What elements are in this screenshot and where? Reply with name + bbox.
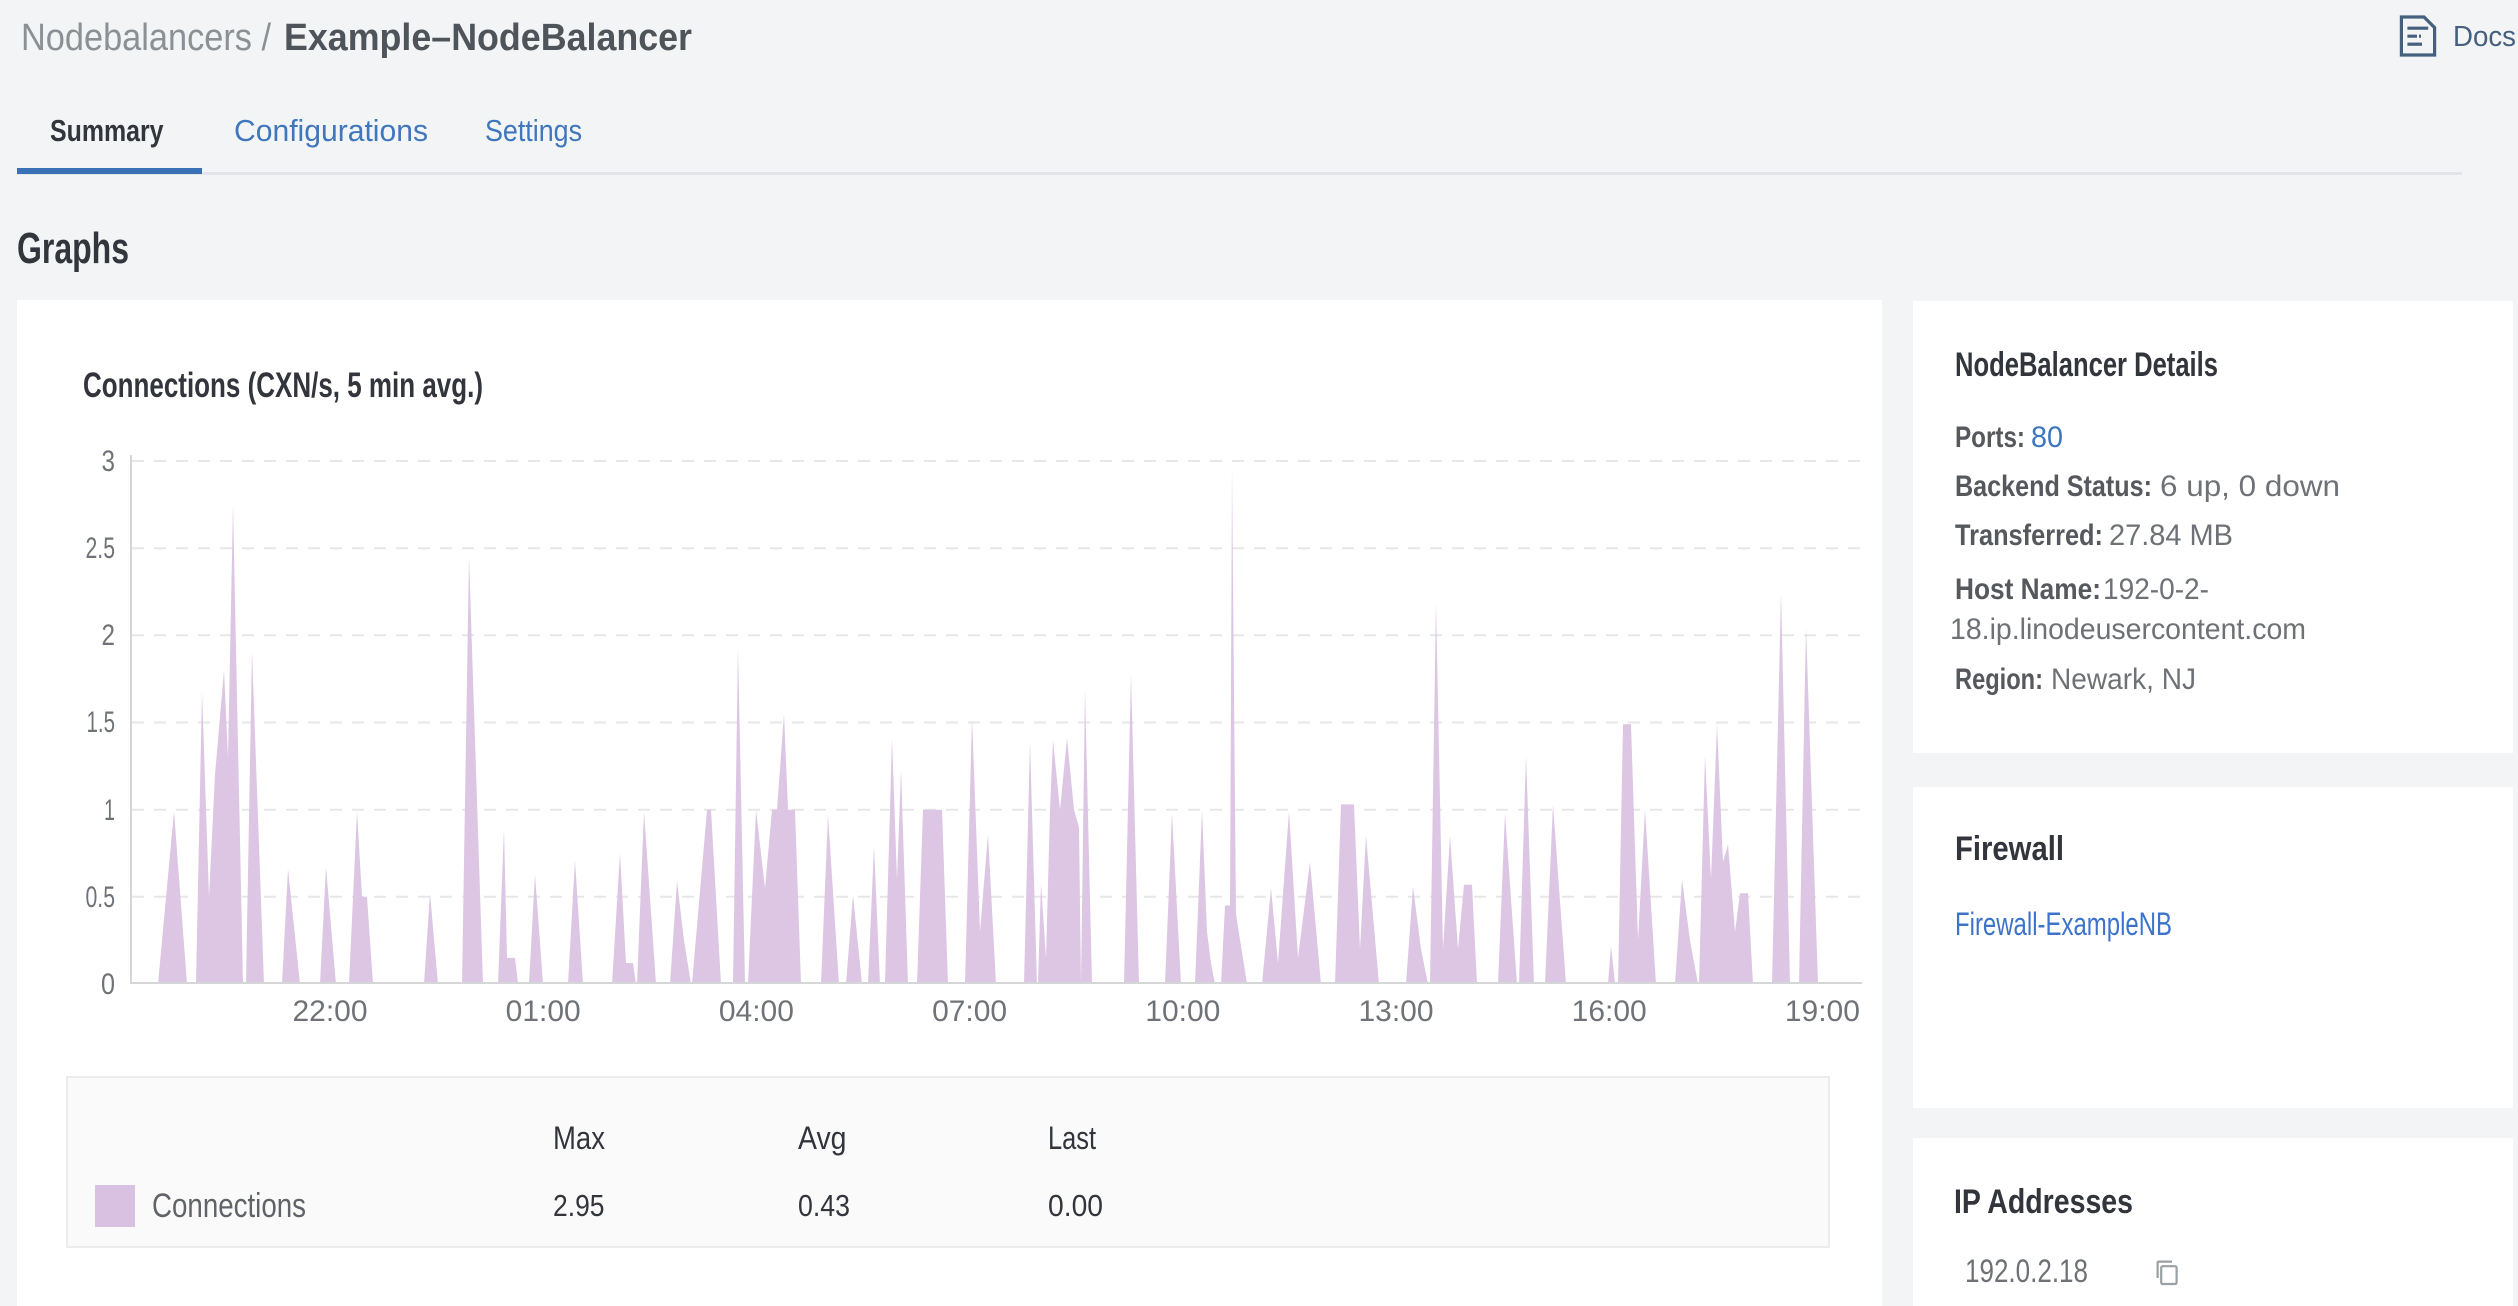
- svg-text:3: 3: [102, 445, 116, 478]
- svg-text:0: 0: [101, 968, 115, 1001]
- svg-text:0.5: 0.5: [86, 881, 116, 914]
- svg-text:10:00: 10:00: [1145, 995, 1220, 1028]
- svg-text:19:00: 19:00: [1785, 995, 1860, 1028]
- svg-text:13:00: 13:00: [1359, 995, 1434, 1028]
- svg-text:01:00: 01:00: [506, 995, 581, 1028]
- svg-text:16:00: 16:00: [1572, 995, 1647, 1028]
- svg-text:2: 2: [102, 619, 116, 652]
- svg-text:04:00: 04:00: [719, 995, 794, 1028]
- svg-text:07:00: 07:00: [932, 995, 1007, 1028]
- svg-text:1: 1: [104, 794, 115, 827]
- svg-text:22:00: 22:00: [293, 995, 368, 1028]
- svg-text:2.5: 2.5: [86, 532, 116, 565]
- svg-text:1.5: 1.5: [87, 706, 116, 739]
